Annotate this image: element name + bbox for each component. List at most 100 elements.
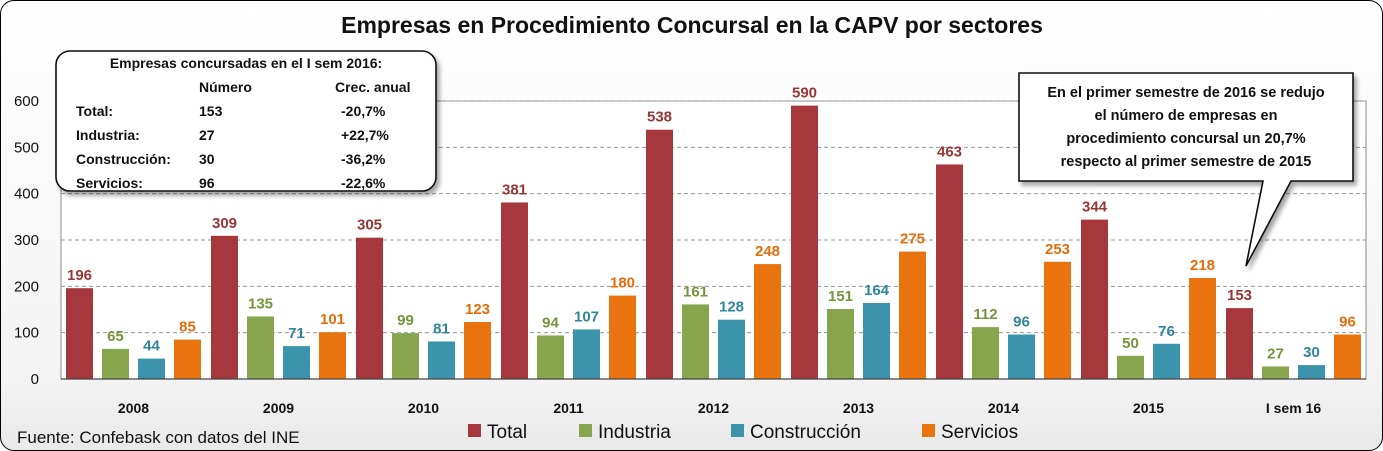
- bar-servicios: [1334, 334, 1361, 379]
- data-label: 65: [107, 328, 124, 345]
- y-tick-label: 200: [14, 278, 39, 295]
- summary-row-growth: -20,7%: [341, 103, 386, 119]
- x-tick-label: I sem 16: [1266, 400, 1321, 416]
- data-label: 50: [1122, 335, 1139, 352]
- callout-line: procedimiento concursal un 20,7%: [1066, 131, 1305, 147]
- source-note: Fuente: Confebask con datos del INE: [17, 428, 300, 447]
- bar-servicios: [464, 322, 491, 379]
- y-tick-label: 500: [14, 139, 39, 156]
- bar-total: [791, 105, 818, 379]
- bar-construcción: [283, 346, 310, 379]
- bar-industria: [392, 333, 419, 379]
- bar-construcción: [718, 319, 745, 379]
- summary-row-number: 27: [199, 127, 215, 143]
- data-label: 381: [502, 181, 527, 198]
- data-label: 76: [1158, 323, 1175, 340]
- x-tick-label: 2015: [1133, 400, 1164, 416]
- legend-label: Total: [487, 422, 527, 443]
- bar-total: [1081, 219, 1108, 379]
- x-tick-label: 2012: [698, 400, 729, 416]
- data-label: 96: [1013, 314, 1030, 331]
- bar-construcción: [1153, 343, 1180, 379]
- bar-industria: [102, 348, 129, 379]
- x-tick-label: 2014: [988, 400, 1019, 416]
- data-label: 164: [864, 282, 890, 299]
- y-tick-label: 300: [14, 232, 39, 249]
- bar-servicios: [1189, 277, 1216, 379]
- data-label: 101: [320, 311, 345, 328]
- bar-industria: [972, 327, 999, 379]
- data-label: 94: [542, 314, 559, 331]
- data-label: 71: [288, 325, 305, 342]
- data-label: 248: [755, 243, 780, 260]
- bar-construcción: [573, 329, 600, 379]
- bar-industria: [682, 304, 709, 379]
- bars: [66, 105, 1361, 379]
- data-label: 196: [67, 267, 92, 284]
- bar-servicios: [1044, 261, 1071, 379]
- bar-total: [66, 288, 93, 379]
- legend-swatch: [731, 424, 744, 437]
- legend-label: Servicios: [941, 422, 1018, 443]
- data-label: 96: [1339, 314, 1356, 331]
- bar-industria: [247, 316, 274, 379]
- data-label: 30: [1303, 344, 1320, 361]
- summary-row-growth: -36,2%: [341, 151, 386, 167]
- data-labels: 196 65 44 85 309 135 71 101 305 99 81 123 381 94 107 18…: [67, 85, 1356, 363]
- bar-total: [1226, 308, 1253, 379]
- summary-row-number: 96: [199, 175, 215, 191]
- data-label: 344: [1082, 199, 1108, 216]
- summary-col-growth: Crec. anual: [335, 79, 410, 95]
- x-tick-label: 2010: [408, 400, 439, 416]
- summary-row-label: Total:: [76, 103, 113, 119]
- data-label: 590: [792, 85, 817, 102]
- summary-col-number: Número: [199, 79, 252, 95]
- x-tick-label: 2008: [118, 400, 149, 416]
- data-label: 218: [1190, 257, 1215, 274]
- summary-row-label: Servicios:: [76, 175, 143, 191]
- bar-total: [501, 202, 528, 379]
- bar-servicios: [319, 332, 346, 379]
- summary-row-label: Industria:: [76, 127, 140, 143]
- bar-servicios: [174, 339, 201, 379]
- data-label: 27: [1267, 345, 1284, 362]
- x-tick-label: 2013: [843, 400, 874, 416]
- data-label: 253: [1045, 241, 1070, 258]
- summary-row-label: Construcción:: [76, 151, 171, 167]
- callout-line: respecto al primer semestre de 2015: [1061, 154, 1312, 170]
- data-label: 151: [828, 288, 853, 305]
- y-tick-label: 0: [31, 371, 39, 388]
- legend-label: Industria: [598, 422, 671, 443]
- bar-construcción: [863, 303, 890, 379]
- data-label: 153: [1227, 287, 1252, 304]
- bar-servicios: [609, 295, 636, 379]
- data-label: 85: [179, 319, 196, 336]
- bar-industria: [827, 309, 854, 379]
- data-label: 81: [433, 320, 450, 337]
- data-label: 128: [719, 299, 744, 316]
- data-label: 107: [574, 308, 599, 325]
- bar-total: [936, 164, 963, 379]
- x-axis-ticks: 2008 2009 2010 2011 2012 2013 2014 2015 I sem 16: [118, 400, 1321, 416]
- bar-total: [646, 129, 673, 379]
- data-label: 161: [683, 283, 708, 300]
- legend-swatch: [579, 424, 592, 437]
- summary-box: Empresas concursadas en el I sem 2016: N…: [55, 50, 437, 192]
- callout-bubble: [1018, 72, 1354, 267]
- data-label: 44: [143, 338, 160, 355]
- bar-industria: [537, 335, 564, 379]
- bar-total: [356, 237, 383, 379]
- legend: Total Industria Construcción Servicios: [468, 422, 1018, 443]
- data-label: 463: [937, 143, 962, 160]
- y-axis-ticks: 0 100 200 300 400 500 600: [14, 93, 39, 388]
- summary-heading: Empresas concursadas en el I sem 2016:: [110, 55, 382, 71]
- bar-industria: [1262, 366, 1289, 379]
- legend-swatch: [468, 424, 481, 437]
- callout-line: En el primer semestre de 2016 se redujo: [1047, 85, 1324, 101]
- bar-construcción: [428, 341, 455, 379]
- data-label: 123: [465, 301, 490, 318]
- y-tick-label: 100: [14, 325, 39, 342]
- bar-servicios: [754, 264, 781, 379]
